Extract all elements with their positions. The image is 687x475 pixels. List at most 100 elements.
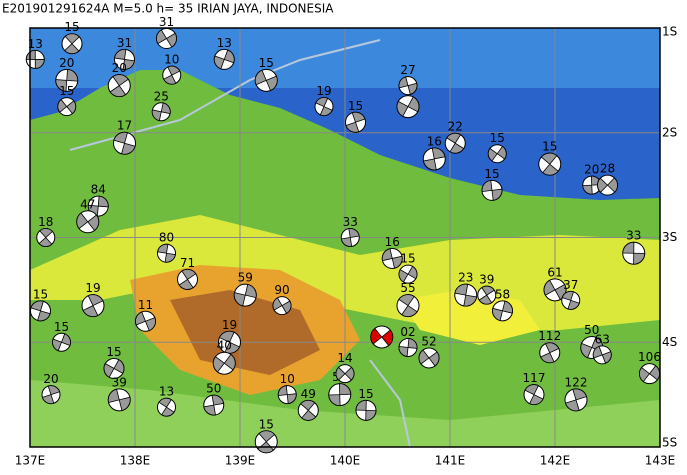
depth-label: 13 [28, 37, 43, 51]
depth-label: 49 [301, 387, 316, 401]
beachball-quadrant [345, 111, 366, 133]
depth-label: 20 [584, 163, 599, 177]
depth-label: 63 [595, 332, 610, 346]
beachball [297, 399, 319, 421]
depth-label: 23 [458, 271, 473, 285]
beachball-quadrant [481, 179, 503, 201]
depth-label: 15 [348, 99, 363, 113]
beachball-quadrant [135, 311, 156, 332]
beachball-quadrant [103, 359, 125, 378]
depth-label: 25 [154, 89, 169, 103]
title-bg [0, 0, 500, 16]
beachball [340, 228, 360, 247]
beachball-quadrant [82, 294, 104, 318]
beachball-quadrant [233, 283, 257, 307]
beachball [454, 283, 478, 307]
lon-tick-label: 137E [15, 454, 46, 468]
beachball [41, 385, 61, 405]
beachball-quadrant [370, 327, 394, 347]
beachball [398, 337, 418, 357]
depth-label: 122 [565, 375, 588, 389]
focal-mechanisms: 1315201531202531171013151915152722161515… [25, 15, 661, 454]
beachball-quadrant [446, 132, 465, 154]
beachball [370, 325, 394, 349]
lon-tick-label: 142E [540, 454, 571, 468]
depth-label: 15 [259, 56, 274, 70]
beachball [335, 364, 355, 384]
beachball-quadrant [487, 145, 507, 162]
beachball [398, 264, 418, 284]
beachball [492, 300, 513, 322]
beachball-quadrant [396, 96, 420, 117]
depth-label: 15 [484, 167, 499, 181]
depth-label: 20 [59, 56, 74, 70]
depth-label: 10 [164, 53, 179, 67]
beachball-quadrant [454, 283, 478, 307]
beachball [487, 144, 507, 164]
depth-label: 39 [112, 375, 127, 389]
beachball [25, 49, 45, 69]
beachball-quadrant [355, 399, 377, 421]
beachball-quadrant [151, 102, 171, 122]
beachball-quadrant [597, 177, 618, 193]
beachball [523, 384, 545, 406]
depth-label: 50 [206, 382, 221, 396]
depth-label: 02 [400, 325, 415, 339]
beachball-quadrant [418, 349, 440, 367]
beachball [538, 152, 562, 176]
beachball-quadrant [107, 388, 131, 411]
depth-label: 27 [400, 63, 415, 77]
beachball [418, 347, 440, 369]
depth-label: 50 [584, 323, 599, 337]
beachball [254, 68, 278, 92]
beachball-quadrant [423, 147, 446, 171]
lon-tick-label: 139E [225, 454, 256, 468]
beachball [52, 332, 71, 352]
beachball [592, 345, 612, 365]
lat-tick-label: 5S [662, 436, 677, 450]
beachball [543, 278, 567, 302]
depth-label: 11 [138, 298, 153, 312]
beachball [113, 131, 136, 155]
depth-label: 39 [479, 273, 494, 287]
depth-label: 18 [38, 215, 53, 229]
beachball [422, 147, 446, 171]
depth-label: 20 [43, 372, 58, 386]
lat-tick-label: 4S [662, 335, 677, 349]
depth-label: 31 [159, 15, 174, 29]
beachball [114, 48, 135, 70]
lon-tick-label: 141E [435, 454, 466, 468]
beachball [107, 74, 131, 98]
depth-label: 117 [523, 371, 546, 385]
beachball [107, 388, 131, 412]
beachball-quadrant [38, 228, 53, 247]
depth-label: 16 [427, 134, 442, 148]
beachball-quadrant [76, 212, 100, 232]
beachball-quadrant [540, 152, 559, 176]
beachball-quadrant [492, 300, 513, 321]
beachball [622, 241, 646, 265]
beachball [561, 290, 581, 310]
beachball-quadrant [212, 353, 236, 373]
beachball [156, 27, 177, 49]
depth-label: 19 [85, 281, 100, 295]
beachball-quadrant [113, 131, 136, 155]
beachball [444, 132, 466, 154]
beachball [212, 351, 236, 375]
beachball [396, 294, 420, 318]
beachball [254, 430, 278, 454]
beachball [203, 394, 225, 416]
depth-label: 15 [542, 140, 557, 154]
beachball-quadrant [272, 297, 292, 314]
beachball-quadrant [622, 241, 646, 265]
beachball [539, 342, 561, 364]
beachball-quadrant [163, 65, 181, 85]
beachball-quadrant [315, 97, 333, 116]
depth-label: 10 [280, 372, 295, 386]
beachball [177, 268, 198, 290]
beachball-quadrant [561, 290, 580, 310]
beachball [135, 310, 156, 332]
depth-label: 84 [91, 183, 106, 197]
beachball [639, 363, 660, 385]
